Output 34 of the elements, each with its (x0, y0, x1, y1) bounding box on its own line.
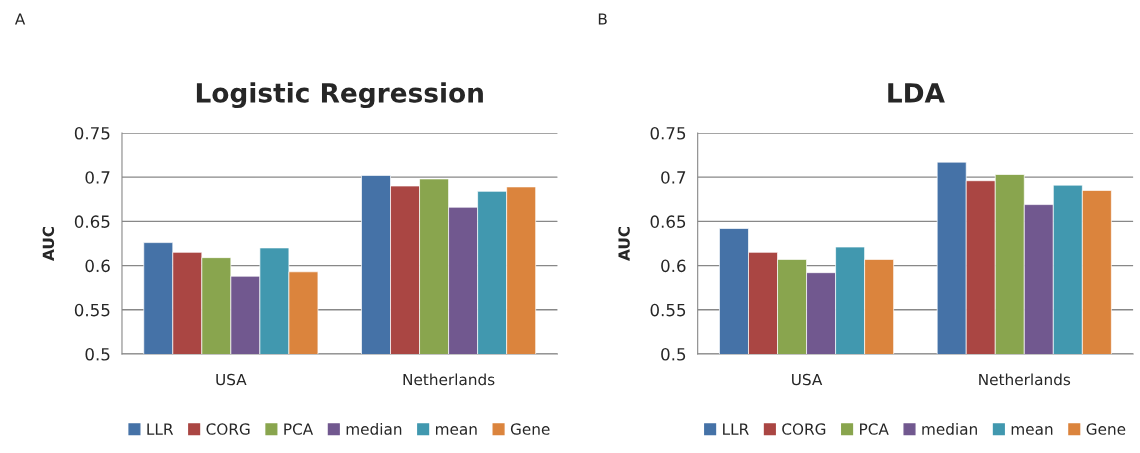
legend-label: median (346, 423, 402, 435)
legend-label: PCA (284, 423, 314, 435)
text: A (14, 13, 26, 25)
legend-label: CORG (782, 423, 826, 435)
y-axis-title: AUC (42, 226, 55, 261)
y-tick-label: 0.5 (85, 347, 110, 361)
y-tick-label: 0.6 (661, 259, 686, 273)
x-tick-label: Netherlands (403, 373, 495, 386)
y-tick-label: 0.6 (85, 259, 110, 273)
legend-label: LLR (147, 423, 174, 435)
legend-label: PCA (860, 423, 889, 435)
x-tick-label: Netherlands (979, 373, 1071, 386)
legend-label: Gene (1086, 423, 1126, 435)
legend-label: LLR (723, 423, 749, 435)
chart-title: Logistic Regression (196, 82, 483, 109)
y-axis-title: AUC (618, 226, 630, 261)
y-tick-label: 0.5 (661, 347, 686, 361)
y-tick-label: 0.65 (74, 215, 110, 228)
x-tick-label: USA (792, 373, 823, 386)
legend-label: median (922, 423, 977, 435)
y-tick-label: 0.55 (650, 303, 686, 317)
y-tick-label: 0.75 (74, 126, 110, 140)
y-tick-label: 0.65 (650, 215, 686, 228)
legend-label: Gene (510, 423, 550, 435)
chart-title: LDA (888, 83, 945, 103)
y-tick-label: 0.55 (74, 303, 110, 317)
y-tick-label: 0.75 (650, 126, 686, 140)
legend-label: CORG (206, 423, 250, 435)
text: B (598, 13, 607, 25)
legend-label: mean (1011, 426, 1053, 435)
y-tick-label: 0.7 (661, 171, 686, 184)
y-tick-label: 0.7 (85, 171, 110, 184)
legend-label: mean (436, 426, 477, 435)
x-tick-label: USA (216, 373, 247, 386)
